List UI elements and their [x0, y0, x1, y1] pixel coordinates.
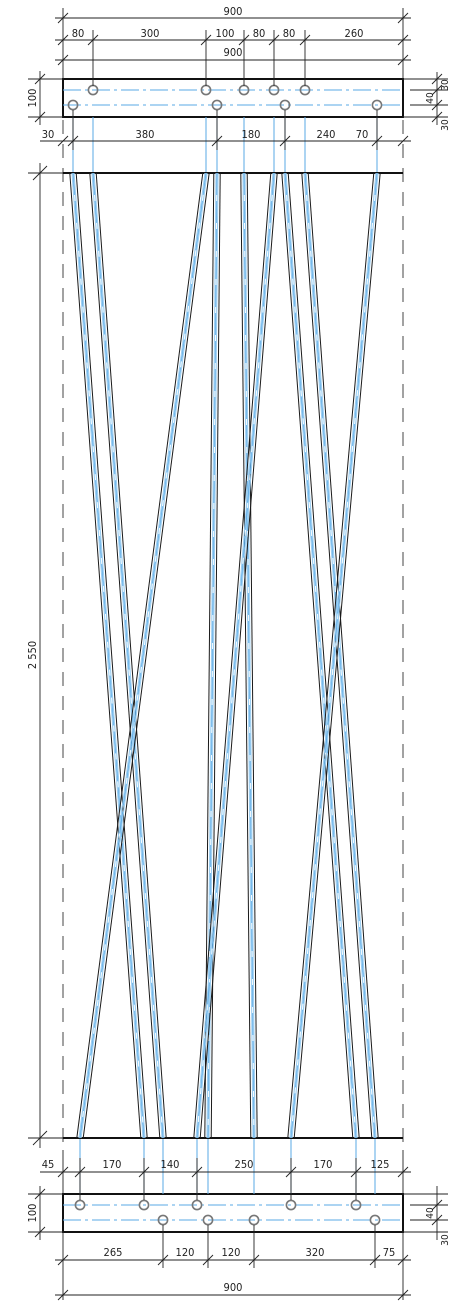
bolt-hole — [67, 99, 79, 111]
dim-label: 100 — [216, 27, 235, 40]
dim-label: 300 — [141, 27, 160, 40]
dim-label: 30 — [440, 1234, 451, 1246]
top-bolt-holes — [67, 84, 383, 111]
bolt-hole — [248, 1214, 260, 1226]
dim-label: 80 — [253, 27, 266, 40]
strut — [301, 172, 379, 1139]
dim-label: 30 — [440, 119, 451, 131]
dim-label: 900 — [224, 1281, 243, 1294]
dim-label: 120 — [222, 1246, 241, 1259]
dim-label: 180 — [242, 128, 261, 141]
bolt-hole — [369, 1214, 381, 1226]
dim-label: 75 — [383, 1246, 396, 1259]
top-plate — [62, 78, 404, 118]
dim-label: 40 — [425, 92, 436, 104]
strut — [69, 172, 148, 1139]
dim-label: 100 — [26, 1204, 39, 1223]
top-dimensions — [28, 8, 448, 150]
dim-label: 250 — [235, 1158, 254, 1171]
dim-label: 140 — [161, 1158, 180, 1171]
dim-label: 100 — [26, 89, 39, 108]
bolt-hole — [279, 99, 291, 111]
dim-label: 30 — [440, 79, 451, 91]
dim-label: 170 — [314, 1158, 333, 1171]
dim-label: 900 — [224, 5, 243, 18]
guide-lines-top — [72, 117, 378, 173]
strut — [240, 172, 258, 1139]
strut — [287, 172, 381, 1139]
dim-label: 80 — [283, 27, 296, 40]
bolt-hole — [138, 1199, 150, 1211]
dim-label: 900 — [224, 46, 243, 59]
dim-label: 265 — [104, 1246, 123, 1259]
height-dimension-label: 2 550 — [26, 641, 39, 669]
dim-label: 125 — [371, 1158, 390, 1171]
bolt-hole — [74, 1199, 86, 1211]
top-dimension-labels: 900 80 300 100 80 80 260 900 100 30 40 3… — [26, 5, 451, 141]
strut — [193, 172, 278, 1139]
height-dimension — [28, 163, 63, 1148]
bottom-bolt-holes — [74, 1199, 381, 1226]
dim-label: 70 — [356, 128, 369, 141]
bottom-plate — [62, 1193, 404, 1233]
dim-label: 380 — [136, 128, 155, 141]
dim-label: 120 — [176, 1246, 195, 1259]
dim-label: 320 — [306, 1246, 325, 1259]
side-dash-lines — [62, 120, 404, 1150]
bolt-hole — [211, 99, 223, 111]
bolt-hole — [202, 1214, 214, 1226]
bolt-hole — [285, 1199, 297, 1211]
bolt-hole — [157, 1214, 169, 1226]
bolt-hole — [371, 99, 383, 111]
dim-label: 240 — [317, 128, 336, 141]
strut — [281, 172, 360, 1139]
dim-label: 80 — [72, 27, 85, 40]
dim-label: 40 — [425, 1207, 436, 1219]
dim-label: 260 — [345, 27, 364, 40]
bolt-hole — [350, 1199, 362, 1211]
dim-label: 30 — [42, 128, 55, 141]
struts — [69, 172, 381, 1139]
bottom-dimension-labels: 45 170 140 250 170 125 100 40 30 265 120… — [26, 1158, 451, 1294]
strut — [89, 172, 167, 1139]
bottom-dimensions — [28, 1150, 448, 1301]
strut — [76, 172, 210, 1139]
dim-label: 170 — [103, 1158, 122, 1171]
dim-label: 45 — [42, 1158, 55, 1171]
bolt-hole — [191, 1199, 203, 1211]
